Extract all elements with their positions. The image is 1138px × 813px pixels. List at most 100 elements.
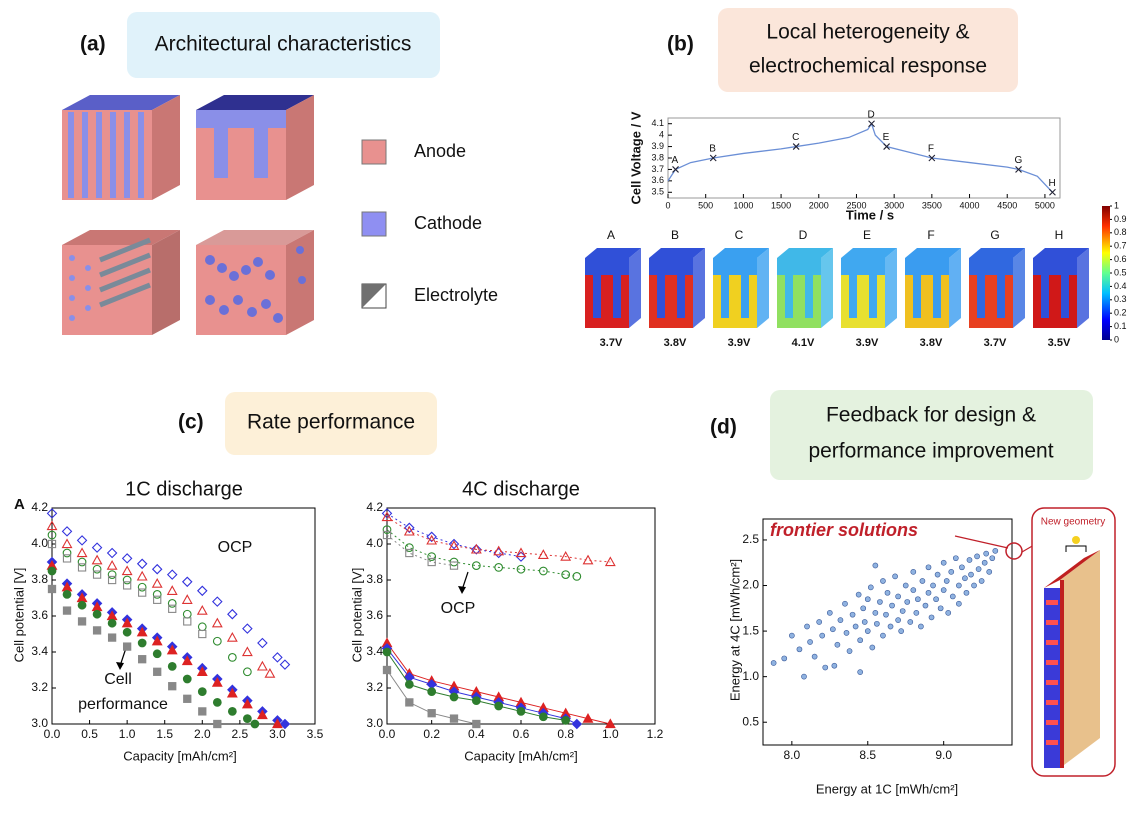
- x-tick-label: 1.5: [156, 727, 173, 741]
- y-tick-label: 1.5: [742, 623, 759, 637]
- marker: [495, 702, 503, 710]
- legend-swatch: [362, 212, 386, 236]
- x-axis-label: Capacity [mAh/cm²]: [464, 748, 577, 763]
- snapshot-label: H: [1055, 228, 1064, 242]
- snapshot-side: [821, 248, 833, 328]
- marker: [804, 624, 809, 629]
- y-tick-label: 4.1: [651, 118, 664, 128]
- marker: [877, 599, 882, 604]
- marker: [123, 628, 131, 636]
- marker: [914, 610, 919, 615]
- marker: [168, 600, 176, 608]
- architecture-illustration: [62, 95, 314, 335]
- legend: AnodeCathodeElectrolyte: [362, 140, 498, 308]
- marker: [139, 656, 146, 663]
- marker: [213, 637, 221, 645]
- marker: [108, 619, 116, 627]
- snapshot-label: C: [735, 228, 744, 242]
- marker: [926, 565, 931, 570]
- colorbar-tick-label: 0.9: [1114, 214, 1127, 224]
- marker: [109, 634, 116, 641]
- marker: [832, 663, 837, 668]
- panel-heading: Feedback for design &: [826, 404, 1036, 427]
- snapshot-fin: [585, 275, 629, 328]
- figure-canvas: (a) Architectural characteristics (b) Lo…: [0, 0, 1138, 813]
- y-tick-label: 3.2: [31, 680, 48, 694]
- marker: [880, 633, 885, 638]
- legend-swatch: [362, 140, 386, 164]
- point-label: B: [709, 144, 716, 155]
- snapshot-side: [1013, 248, 1025, 328]
- y-tick-label: 3.0: [366, 716, 383, 730]
- marker: [168, 663, 176, 671]
- point-label: A: [672, 155, 679, 166]
- colorbar-tick-label: 0.8: [1114, 227, 1127, 237]
- marker: [153, 591, 161, 599]
- x-tick-label: 1.2: [647, 727, 664, 741]
- panel-label: (b): [667, 33, 694, 56]
- marker: [967, 557, 972, 562]
- marker: [993, 548, 998, 553]
- marker: [771, 660, 776, 665]
- marker: [78, 536, 87, 545]
- marker: [853, 624, 858, 629]
- x-tick-label: 0.5: [81, 727, 98, 741]
- marker: [984, 551, 989, 556]
- marker: [280, 660, 289, 669]
- snapshots: A3.7VB3.8VC3.9VD4.1VE3.9VF3.8VG3.7VH3.5V…: [585, 200, 1127, 349]
- marker: [956, 583, 961, 588]
- legend-label: Cathode: [414, 213, 482, 233]
- marker: [896, 594, 901, 599]
- colorbar-tick-label: 0.4: [1114, 281, 1127, 291]
- marker: [473, 720, 480, 727]
- y-axis-label: Cell potential [V]: [349, 568, 364, 663]
- marker: [982, 560, 987, 565]
- arrowhead: [116, 662, 124, 670]
- marker: [63, 540, 72, 548]
- marker: [153, 565, 162, 574]
- marker: [243, 624, 252, 633]
- marker: [797, 647, 802, 652]
- x-tick-label: 3500: [922, 200, 942, 210]
- colorbar: [1102, 206, 1110, 340]
- snapshot-voltage: 3.8V: [664, 337, 687, 349]
- chart-title: 4C discharge: [462, 478, 580, 500]
- marker: [258, 662, 267, 670]
- marker: [923, 603, 928, 608]
- x-tick-label: 2.5: [232, 727, 249, 741]
- marker: [244, 668, 252, 676]
- x-tick-label: 3000: [884, 200, 904, 210]
- new-geometry-inset: New geometry: [1032, 508, 1115, 776]
- marker: [198, 586, 207, 595]
- y-tick-label: 4.2: [366, 500, 383, 514]
- marker: [979, 578, 984, 583]
- marker: [213, 619, 222, 627]
- y-tick-label: 3.6: [31, 608, 48, 622]
- marker: [169, 683, 176, 690]
- y-tick-label: 3.9: [651, 141, 664, 151]
- point-label: C: [792, 132, 799, 143]
- marker: [93, 565, 101, 573]
- x-tick-label: 0.2: [423, 727, 440, 741]
- marker: [78, 558, 86, 566]
- chart-title: 1C discharge: [125, 478, 243, 500]
- x-tick-label: 2000: [809, 200, 829, 210]
- y-tick-label: 3.8: [366, 572, 383, 586]
- marker: [789, 633, 794, 638]
- marker: [956, 601, 961, 606]
- marker: [862, 619, 867, 624]
- marker: [941, 560, 946, 565]
- y-tick-label: 4.0: [31, 536, 48, 550]
- y-axis-label: Energy at 4C [mWh/cm²]: [727, 559, 742, 701]
- marker: [450, 715, 457, 722]
- marker: [183, 595, 192, 603]
- marker: [865, 629, 870, 634]
- y-tick-label: 3.6: [651, 175, 664, 185]
- marker: [817, 619, 822, 624]
- snapshot-voltage: 3.7V: [984, 337, 1007, 349]
- colorbar-tick-label: 0.5: [1114, 267, 1127, 277]
- marker: [888, 624, 893, 629]
- y-tick-label: 3.4: [366, 644, 383, 658]
- marker: [243, 648, 252, 656]
